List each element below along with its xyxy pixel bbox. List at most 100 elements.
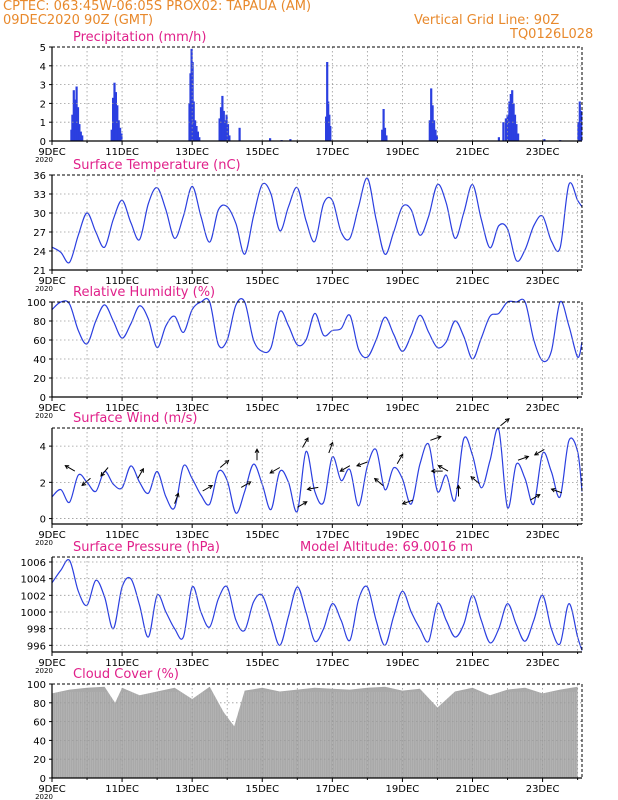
- wind-arrow: [307, 486, 319, 490]
- precip-bar: [502, 122, 505, 141]
- precip-bar: [435, 135, 438, 141]
- x-tick-label: 13DEC: [175, 147, 209, 158]
- panel-annotation-4: Model Altitude: 69.0016 m: [300, 540, 473, 555]
- x-tick-label: 17DEC: [315, 658, 349, 669]
- x-tick-label: 9DEC: [38, 784, 65, 795]
- plot-area-1: [51, 177, 583, 264]
- panel-title-0: Precipitation (mm/h): [73, 30, 206, 45]
- wind-arrow: [174, 493, 179, 504]
- series-line-1: [51, 177, 583, 264]
- y-tick-label: 996: [27, 641, 46, 652]
- precip-bar: [434, 129, 437, 141]
- x-tick-label: 21DEC: [456, 784, 490, 795]
- wind-arrow: [65, 465, 76, 472]
- y-tick-label: 0: [40, 774, 46, 785]
- precip-bar: [79, 131, 82, 141]
- wind-arrow: [240, 481, 251, 488]
- y-tick-label: 80: [33, 699, 46, 710]
- x-tick-label: 13DEC: [175, 658, 209, 669]
- precip-bar: [72, 90, 75, 141]
- y-tick-label: 0: [40, 137, 46, 148]
- precip-bar: [382, 109, 385, 141]
- x-tick-label: 9DEC: [38, 276, 65, 287]
- y-tick-label: 27: [33, 228, 46, 239]
- y-tick-label: 24: [33, 247, 46, 258]
- precip-bar: [430, 88, 433, 141]
- precip-bar: [508, 101, 511, 141]
- wind-arrow-head: [550, 488, 556, 493]
- wind-arrow: [500, 418, 510, 427]
- precip-bar: [78, 124, 81, 141]
- year-label: 2020: [35, 539, 53, 547]
- y-tick-label: 33: [33, 190, 46, 201]
- precip-bar: [76, 107, 80, 141]
- precip-bar: [428, 120, 431, 141]
- wind-arrow-head: [302, 501, 308, 506]
- wind-arrow-head: [436, 435, 442, 440]
- x-tick-label: 19DEC: [386, 784, 420, 795]
- y-tick-label: 1004: [21, 575, 46, 586]
- precip-bar: [515, 124, 518, 141]
- precip-bar: [504, 118, 507, 141]
- x-tick-label: 23DEC: [526, 658, 560, 669]
- wind-arrow-head: [329, 441, 334, 447]
- y-tick-label: 20: [33, 374, 46, 385]
- x-tick-label: 9DEC: [38, 658, 65, 669]
- plot-area-4: [51, 559, 583, 651]
- x-tick-label: 19DEC: [386, 658, 420, 669]
- precip-bar: [385, 135, 388, 141]
- wind-arrow-head: [269, 469, 275, 474]
- wind-arrow: [430, 436, 441, 441]
- x-tick-label: 15DEC: [245, 784, 279, 795]
- header-station: CPTEC: 063:45W-06:05S PROX02: TAPAUA (AM…: [3, 0, 312, 14]
- precip-bar: [224, 120, 227, 141]
- wind-arrow: [470, 476, 480, 485]
- x-tick-label: 15DEC: [245, 147, 279, 158]
- x-tick-label: 17DEC: [315, 784, 349, 795]
- y-tick-label: 1: [40, 118, 46, 129]
- wind-arrow: [269, 467, 281, 474]
- wind-arrow: [302, 437, 309, 448]
- precip-bar: [381, 129, 384, 141]
- precip-bar: [228, 135, 231, 141]
- x-tick-label: 17DEC: [315, 530, 349, 541]
- precip-bar: [195, 126, 198, 141]
- precip-bar: [329, 126, 332, 141]
- wind-arrow-head: [339, 467, 345, 472]
- x-tick-label: 11DEC: [105, 403, 139, 414]
- x-tick-label: 17DEC: [315, 403, 349, 414]
- x-tick-label: 23DEC: [526, 147, 560, 158]
- x-tick-label: 21DEC: [456, 147, 490, 158]
- wind-arrow-head: [430, 468, 436, 474]
- x-tick-label: 11DEC: [105, 147, 139, 158]
- x-tick-label: 11DEC: [105, 530, 139, 541]
- precip-bar: [198, 137, 201, 141]
- x-tick-label: 23DEC: [526, 403, 560, 414]
- precip-bar: [580, 110, 583, 141]
- wind-arrow-head: [175, 492, 180, 498]
- wind-arrow: [340, 465, 351, 472]
- wind-arrow-head: [100, 471, 105, 477]
- x-tick-label: 17DEC: [315, 147, 349, 158]
- wind-arrow-head: [81, 481, 87, 487]
- x-tick-label: 19DEC: [386, 403, 420, 414]
- y-tick-label: 36: [33, 171, 46, 182]
- y-tick-label: 30: [33, 209, 46, 220]
- panel-title-2: Relative Humidity (%): [73, 285, 215, 300]
- precip-bar: [119, 127, 122, 141]
- precip-bar: [289, 139, 292, 141]
- wind-arrow-head: [401, 500, 407, 505]
- y-tick-label: 20: [33, 755, 46, 766]
- x-tick-label: 21DEC: [456, 530, 490, 541]
- precip-bar: [238, 127, 241, 141]
- wind-arrow: [551, 488, 563, 494]
- wind-arrow-head: [504, 418, 510, 423]
- precip-bar: [114, 92, 117, 141]
- precip-bar: [225, 114, 228, 141]
- wind-arrow: [137, 468, 144, 479]
- year-label: 2020: [35, 793, 53, 800]
- y-tick-label: 5: [40, 43, 46, 54]
- precip-bar: [112, 97, 115, 141]
- wind-arrow: [202, 485, 213, 492]
